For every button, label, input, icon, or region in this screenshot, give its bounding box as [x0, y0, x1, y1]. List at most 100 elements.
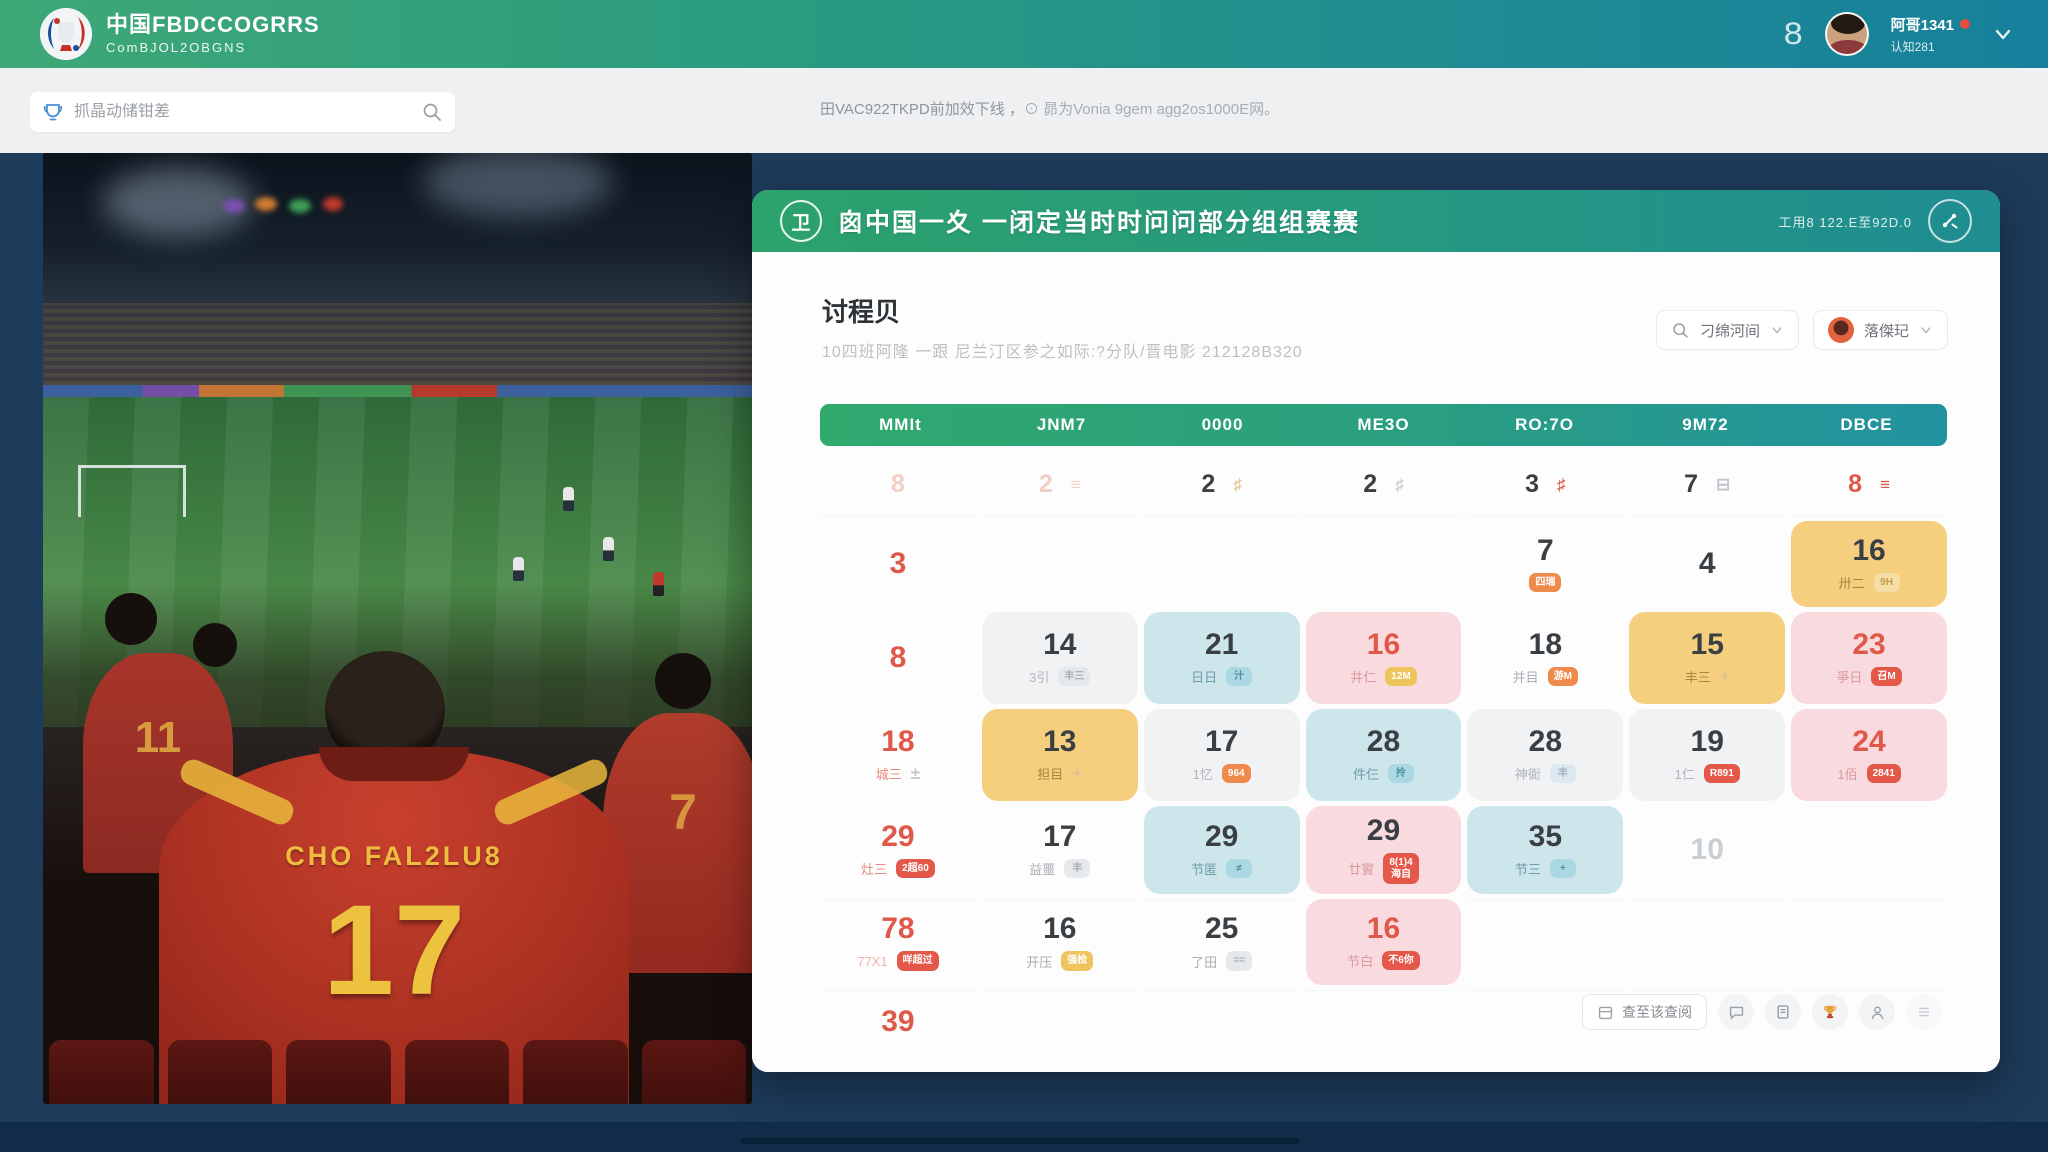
- calendar-cell[interactable]: 18 并目 游M: [1467, 612, 1623, 704]
- event-mark-icon: ♯: [1557, 474, 1566, 494]
- panel-header: 卫 囪中国一夊 一闭定当时时问问部分组组赛赛 工用8 122.E至92D.0: [752, 190, 2000, 252]
- calendar-cell[interactable]: 16 节白 不6你: [1305, 899, 1462, 985]
- calendar-cell: [1467, 899, 1624, 985]
- calendar-cell[interactable]: 35 节三 +: [1467, 806, 1624, 894]
- search-input[interactable]: [74, 103, 421, 121]
- event-badge: +: [1549, 858, 1576, 879]
- calendar-cell[interactable]: 14 3引 丰三: [981, 612, 1138, 704]
- calendar-cell[interactable]: 17 益噩丰: [982, 806, 1138, 894]
- search-box[interactable]: [30, 92, 455, 132]
- calendar-cell[interactable]: 2 ♯: [1305, 454, 1462, 516]
- weekday-label: RO:7O: [1515, 415, 1574, 434]
- weekday-header: MMIt JNM7 0000 ME3O RO:7O 9M72 DBCE: [820, 404, 1947, 446]
- chevron-down-icon[interactable]: [1992, 23, 2014, 45]
- calendar-cell[interactable]: 8: [820, 454, 976, 516]
- search-icon[interactable]: [421, 101, 443, 123]
- calendar-cell[interactable]: 25 了田 ==: [1143, 899, 1300, 985]
- calendar-cell[interactable]: 29 廿賨 8(1)4 海自: [1305, 806, 1462, 894]
- event-mark-icon: ♯: [1395, 474, 1404, 494]
- calendar-cell[interactable]: 21 日日汁: [1143, 612, 1300, 704]
- search-icon: [1673, 322, 1688, 338]
- user-info[interactable]: 阿哥1341 认知281: [1891, 14, 1970, 55]
- calendar-cell: [1629, 899, 1786, 985]
- calendar-cell[interactable]: 16 开压 强检: [981, 899, 1138, 985]
- view-schedule-button[interactable]: 查至该查阅: [1582, 994, 1707, 1030]
- time-filter-label: 刁绵河间: [1699, 322, 1760, 340]
- jersey-name-text: CHO FAL2LU8: [285, 841, 503, 871]
- calendar-cell[interactable]: 39: [820, 990, 976, 1052]
- event-badge: 12M: [1385, 666, 1417, 687]
- calendar-grid: 8 2 ≡ 2 ♯ 2 ♯ 3 ♯ 7 ⊟ 8 ≡ 3 7 四瑞 4 16 卅二 9H 8 14 3引 丰三 21 日日汁 16 井仁…: [820, 454, 1947, 1052]
- calendar-cell[interactable]: 18 城三 ±: [875, 724, 921, 783]
- calendar-cell[interactable]: 7 四瑞: [1467, 521, 1623, 607]
- event-badge: 四瑞: [1529, 572, 1562, 593]
- search-row: 田VAC922TKPD前加效下线 ，⊙ 昴为Vonia 9gem agg2os1…: [0, 68, 2048, 153]
- topbar: 中国FBDCCOGRRS ComBJOL2OBGNS 8 阿哥1341 认知28…: [0, 0, 2048, 68]
- event-mark-icon: ≡: [1880, 474, 1890, 494]
- calendar-cell[interactable]: 28 件仨拎: [1305, 709, 1462, 801]
- panel-badge-icon: 卫: [780, 200, 822, 242]
- calendar-cell: [1305, 990, 1462, 1052]
- floodlight-glow: [423, 153, 613, 217]
- event-mark-icon: +: [1719, 666, 1730, 686]
- chevron-down-icon: [1772, 327, 1782, 334]
- event-badge: 强检: [1061, 951, 1094, 971]
- calendar-cell[interactable]: 4: [1698, 547, 1716, 580]
- calendar-cell[interactable]: 2 ♯: [1143, 454, 1300, 516]
- calendar-cell[interactable]: 15 丰三 +: [1629, 612, 1786, 704]
- calendar-cell[interactable]: 28 神衠丰: [1467, 709, 1624, 801]
- calendar-cell[interactable]: 17 1忆 964: [1143, 709, 1300, 801]
- notification-icon[interactable]: 8: [1783, 16, 1803, 52]
- calendar-icon: [1598, 1006, 1613, 1019]
- calendar-cell[interactable]: 8: [889, 641, 907, 674]
- trophy-icon: [43, 104, 63, 121]
- mini-avatar: [1827, 317, 1854, 343]
- calendar-cell: [1143, 990, 1300, 1052]
- calendar-cell[interactable]: 2 ≡: [981, 454, 1138, 516]
- expand-button[interactable]: [1928, 199, 1972, 243]
- trophy-icon[interactable]: [1812, 994, 1848, 1030]
- calendar-cell[interactable]: 16 井仁 12M: [1305, 612, 1462, 704]
- document-icon[interactable]: [1765, 994, 1801, 1030]
- event-badge: 8(1)4 海自: [1383, 853, 1419, 884]
- panel-body: 讨程贝 10四班阿隆 一跟 尼兰汀区参之如际:?分队/晋电影 212128B32…: [752, 252, 2000, 1072]
- user-avatar[interactable]: [1824, 12, 1869, 56]
- weekday-label: JNM7: [1036, 415, 1087, 434]
- event-badge: ≠: [1226, 858, 1253, 879]
- notification-badge: [1960, 19, 1970, 29]
- user-filter-dropdown[interactable]: 落傑玘: [1812, 310, 1948, 350]
- event-mark-icon: +: [1072, 763, 1083, 783]
- calendar-cell[interactable]: 13 担目 +: [981, 709, 1138, 801]
- calendar-cell[interactable]: 29 节匿 ≠: [1143, 806, 1300, 894]
- app-logo[interactable]: 中国FBDCCOGRRS ComBJOL2OBGNS: [40, 8, 320, 60]
- time-filter-dropdown[interactable]: 刁绵河间: [1655, 310, 1799, 350]
- calendar-cell: [1144, 521, 1300, 607]
- calendar-cell[interactable]: 3 ♯: [1467, 454, 1624, 516]
- calendar-cell[interactable]: 24 1佰 2841: [1791, 709, 1947, 801]
- weekday-label: 9M72: [1682, 415, 1729, 434]
- calendar-cell[interactable]: 16 卅二 9H: [1791, 521, 1947, 607]
- notice-text[interactable]: 田VAC922TKPD前加效下线 ，⊙ 昴为Vonia 9gem agg2os1…: [820, 101, 1280, 118]
- calendar-cell[interactable]: 7 ⊟: [1629, 454, 1786, 516]
- calendar-cell[interactable]: 29 灶三 2超60: [820, 806, 976, 894]
- calendar-cell: [1467, 990, 1624, 1052]
- user-name: 阿哥1341: [1890, 16, 1954, 34]
- event-badge: 964: [1221, 763, 1251, 784]
- schedule-title: 讨程贝: [822, 297, 901, 327]
- list-icon[interactable]: [1906, 994, 1942, 1030]
- calendar-cell: [1629, 990, 1786, 1052]
- scrollbar-handle[interactable]: [740, 1138, 1300, 1144]
- jersey-number-text: 17: [322, 879, 466, 1022]
- weekday-label: ME3O: [1357, 415, 1410, 434]
- calendar-cell[interactable]: 10: [1690, 833, 1724, 866]
- calendar-cell[interactable]: 3: [889, 547, 907, 580]
- person-icon[interactable]: [1859, 994, 1895, 1030]
- calendar-cell[interactable]: 19 1仁 R891: [1629, 709, 1786, 801]
- calendar-cell[interactable]: 78 77X1 咩超过: [820, 899, 976, 985]
- app-subtitle: ComBJOL2OBGNS: [106, 40, 247, 56]
- calendar-cell[interactable]: 8 ≡: [1791, 454, 1947, 516]
- chat-icon[interactable]: [1718, 994, 1754, 1030]
- calendar-cell[interactable]: 23 爭日 召M: [1791, 612, 1947, 704]
- user-subtitle: 认知281: [1890, 39, 1935, 54]
